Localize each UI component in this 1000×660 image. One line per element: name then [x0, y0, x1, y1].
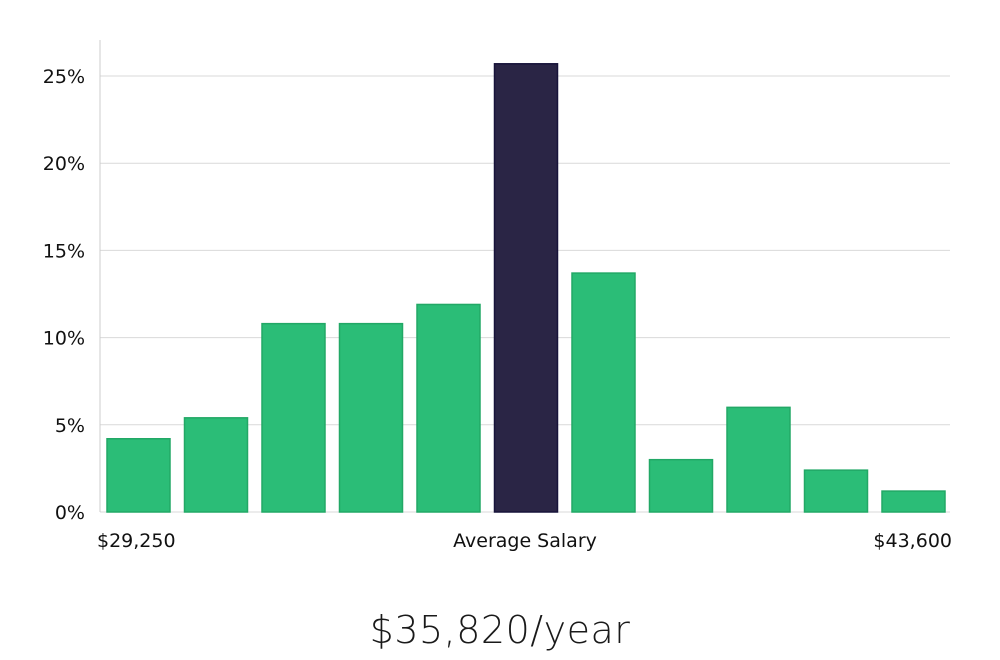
bar [648, 458, 714, 513]
bar [106, 438, 171, 513]
y-tick-label: 0% [55, 502, 85, 524]
bar [881, 490, 946, 513]
bar [261, 322, 326, 513]
bar [803, 469, 869, 513]
y-tick-label: 20% [43, 153, 85, 175]
x-min-label: $29,250 [97, 530, 176, 552]
x-axis-label: Average Salary [453, 530, 597, 552]
x-max-label: $43,600 [873, 530, 952, 552]
bar [571, 272, 636, 513]
y-tick-label: 5% [55, 415, 85, 437]
bar [726, 406, 791, 513]
bars [106, 63, 946, 513]
bar [183, 417, 249, 513]
bar [416, 303, 481, 513]
y-tick-label: 10% [43, 328, 85, 350]
y-tick-label: 25% [43, 66, 85, 88]
bar [338, 322, 404, 513]
average-salary-value: $35,820/year [369, 608, 631, 652]
y-tick-labels: 0% 5% 10% 15% 20% 25% [43, 66, 85, 524]
bar-highlight [493, 63, 559, 513]
y-tick-label: 15% [43, 240, 85, 262]
